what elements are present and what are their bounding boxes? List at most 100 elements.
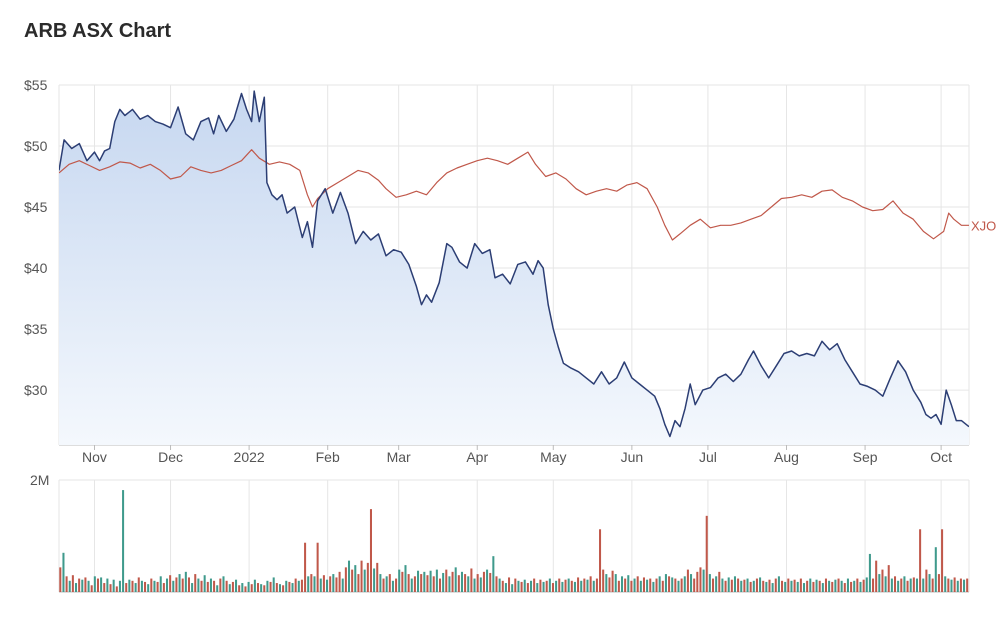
volume-bar (385, 576, 388, 592)
volume-bar (373, 568, 376, 592)
volume-bar (561, 581, 564, 592)
volume-bar (344, 567, 347, 592)
volume-bar (470, 568, 473, 592)
volume-bar (68, 580, 71, 592)
volume-bar (850, 581, 853, 592)
x-tick-label: Jul (699, 449, 717, 465)
volume-bar (592, 580, 595, 592)
volume-bar (551, 583, 554, 592)
volume-bar (338, 571, 341, 592)
volume-bar (922, 578, 925, 592)
volume-bar (872, 578, 875, 592)
volume-bar (787, 578, 790, 592)
volume-bar (690, 574, 693, 592)
volume-bar (300, 579, 303, 592)
volume-bar (900, 578, 903, 592)
volume-bar (893, 576, 897, 592)
volume-bar (250, 584, 253, 592)
volume-bar (759, 577, 762, 592)
volume-bar (445, 569, 448, 592)
volume-y-axis: 2M (30, 472, 49, 488)
volume-bar (828, 580, 831, 592)
volume-bar (705, 515, 708, 592)
volume-bar (316, 542, 319, 592)
volume-bar (583, 578, 586, 592)
volume-bar (834, 579, 837, 592)
volume-bar (341, 578, 344, 592)
volume-bar (809, 578, 812, 592)
volume-bar (890, 578, 893, 592)
volume-bar (109, 584, 112, 592)
volume-bar (686, 569, 689, 592)
volume-bar (862, 579, 865, 592)
volume-bar (125, 583, 128, 592)
volume-bar (395, 578, 398, 592)
volume-bar (122, 490, 125, 592)
volume-bar (59, 567, 62, 592)
volume-bar (602, 569, 605, 592)
volume-bar (633, 578, 636, 592)
volume-bar (718, 571, 721, 592)
volume-bar (216, 585, 219, 592)
volume-bar (165, 578, 169, 592)
volume-bar (489, 572, 492, 592)
volume-bar (781, 580, 784, 592)
volume-bar (429, 570, 432, 592)
volume-bar (288, 581, 291, 592)
volume-bar (241, 583, 244, 592)
volume-bar (529, 580, 533, 592)
volume-bar (909, 578, 912, 592)
volume-bar (806, 580, 809, 592)
y-tick-label: $50 (24, 138, 48, 154)
volume-bar (624, 578, 627, 592)
volume-bar (275, 583, 278, 592)
volume-bar (925, 569, 928, 592)
volume-bar (680, 578, 683, 592)
volume-bar (382, 578, 385, 592)
volume-y-tick-label: 2M (30, 472, 49, 488)
volume-bar (197, 578, 200, 592)
volume-bar (611, 570, 614, 592)
volume-bar (875, 560, 878, 592)
volume-bar (410, 578, 413, 592)
volume-bar (664, 574, 667, 592)
volume-bar (187, 577, 190, 592)
x-tick-label: Dec (158, 449, 183, 465)
volume-bar (203, 575, 206, 592)
volume-bar (526, 583, 529, 592)
volume-bar (721, 578, 724, 592)
volume-bar (347, 560, 351, 592)
volume-bar (824, 578, 827, 592)
price-lines (59, 90, 969, 438)
volume-bar (627, 575, 630, 592)
volume-bar (87, 580, 90, 592)
volume-bar (724, 580, 727, 592)
volume-bar (730, 579, 733, 592)
volume-bar (708, 574, 711, 592)
volume-bar (853, 580, 856, 592)
volume-bar (379, 574, 382, 592)
volume-bar (963, 579, 966, 592)
volume-bar (137, 577, 140, 592)
volume-bar (947, 578, 950, 592)
volume-bar (103, 583, 106, 592)
volume-bar (649, 578, 652, 592)
volume-bar (106, 578, 109, 592)
volume-bar (859, 581, 862, 592)
volume-bar (605, 574, 608, 592)
arb-area-layer (59, 91, 969, 445)
volume-bar (476, 574, 479, 592)
volume-bar (369, 509, 372, 592)
volume-bar (213, 580, 216, 592)
volume-bar (777, 576, 780, 592)
volume-bar (100, 577, 103, 592)
volume-bar (310, 574, 313, 592)
volume-bar (953, 577, 956, 592)
volume-bar (539, 579, 542, 592)
volume-bar (683, 576, 686, 592)
volume-bar (278, 584, 281, 592)
volume-bar (228, 584, 231, 592)
volume-bar (831, 581, 834, 592)
volume-bar (642, 577, 645, 592)
volume-bar (614, 574, 617, 592)
